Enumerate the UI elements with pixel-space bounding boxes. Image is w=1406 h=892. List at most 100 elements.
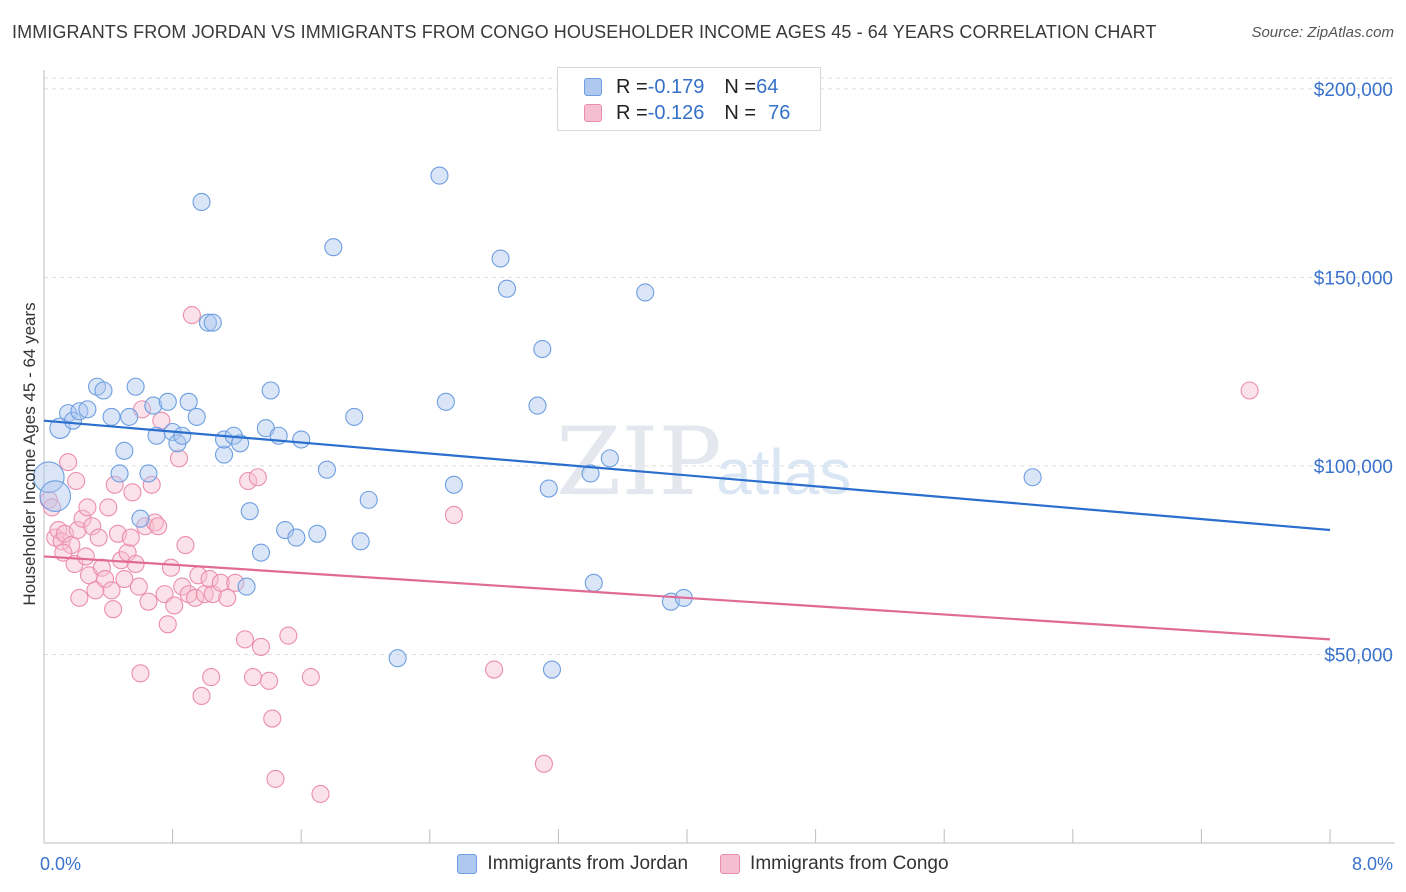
y-tick-label: $200,000 [1314,80,1393,101]
congo-point [266,769,285,788]
jordan-point [120,407,139,426]
congo-point [131,664,150,683]
jordan-n-value: 64 [756,75,779,98]
congo-point [259,671,279,690]
jordan-point [192,192,211,212]
jordan-point [542,660,562,679]
jordan-point [115,441,134,460]
x-tick-label: 0.0% [40,854,81,874]
gridlines [44,77,1395,655]
jordan-point [63,411,82,430]
congo-point [169,449,189,468]
jordan-point [214,445,234,464]
congo-n-value: 76 [768,101,791,124]
congo-point [115,569,134,589]
congo-point [59,453,78,472]
jordan-trend-line [43,419,1331,532]
jordan-point [287,528,306,547]
congo-point [1240,381,1259,400]
legend-row-congo: R = -0.126 N = 76 [584,101,790,125]
congo-point [248,468,267,487]
congo-point [158,615,177,634]
congo-point [263,709,282,728]
congo-point [202,668,221,687]
jordan-point [430,166,449,185]
congo-point [226,573,245,592]
y-tick-label: $150,000 [1314,268,1393,289]
jordan-point [317,460,336,479]
congo-point [78,498,97,517]
congo-point [161,558,181,577]
congo-point [123,483,142,502]
legend-item-congo[interactable]: Immigrants from Congo [720,853,949,875]
jordan-point [261,381,280,400]
r-label: R = [616,75,648,98]
congo-point [243,668,263,687]
jordan-point [528,396,547,415]
congo-point [239,471,258,491]
jordan-point [78,400,97,419]
jordan-point [139,464,158,483]
congo-point [121,528,140,547]
x-tick-label: 8.0% [1352,854,1393,874]
congo-point [129,577,148,596]
jordan-point [584,573,603,592]
watermark-zip: ZIP [556,408,722,517]
congo-point [89,528,108,547]
watermark-atlas: atlas [716,436,851,508]
jordan-point [1023,468,1042,487]
congo-point [96,569,115,589]
jordan-legend-label: Immigrants from Jordan [487,853,689,874]
congo-point [444,505,463,524]
jordan-point [497,279,517,298]
congo-point [142,475,161,494]
congo-point [186,588,205,607]
jordan-point [345,407,364,426]
jordan-swatch [584,78,602,96]
congo-swatch [584,104,602,122]
congo-point [68,520,87,540]
congo-point [279,626,298,645]
r-label: R = [616,101,648,124]
n-label: N = [724,101,757,124]
jordan-point [131,509,150,528]
jordan-point [39,480,72,512]
jordan-point [187,407,206,426]
congo-point [73,509,92,528]
series-congo-points [39,306,1259,804]
jordan-point [359,490,378,509]
legend-item-jordan[interactable]: Immigrants from Jordan [457,853,688,875]
jordan-point [198,313,218,332]
jordan-point [237,577,256,596]
congo-legend-label: Immigrants from Congo [750,853,949,874]
congo-point [105,475,124,494]
jordan-point [251,543,271,562]
jordan-point [126,377,145,396]
congo-point [182,306,201,325]
jordan-point [308,524,327,543]
congo-point [176,536,195,555]
y-tick-label: $100,000 [1314,457,1393,478]
chart-title: IMMIGRANTS FROM JORDAN VS IMMIGRANTS FRO… [12,22,1157,42]
jordan-legend-swatch [457,854,478,874]
congo-point [149,517,168,536]
jordan-point [292,430,311,449]
congo-point [251,637,271,656]
n-label: N = [724,75,757,98]
congo-point [76,547,95,566]
congo-point [211,573,230,592]
correlation-legend: R = -0.179 N = 64 R = -0.126 N = 76 [557,67,821,131]
congo-point [235,630,254,649]
jordan-point [533,339,552,359]
jordan-point [636,283,655,302]
y-axis-label: Householder Income Ages 45 - 64 years [20,302,39,605]
jordan-point [231,434,250,453]
congo-point [485,660,504,679]
congo-r-value: -0.126 [647,101,705,124]
congo-point [83,517,102,536]
jordan-point [436,392,455,411]
jordan-point [94,381,113,400]
series-legend: Immigrants from Jordan Immigrants from C… [0,853,1406,875]
congo-point [139,592,158,611]
